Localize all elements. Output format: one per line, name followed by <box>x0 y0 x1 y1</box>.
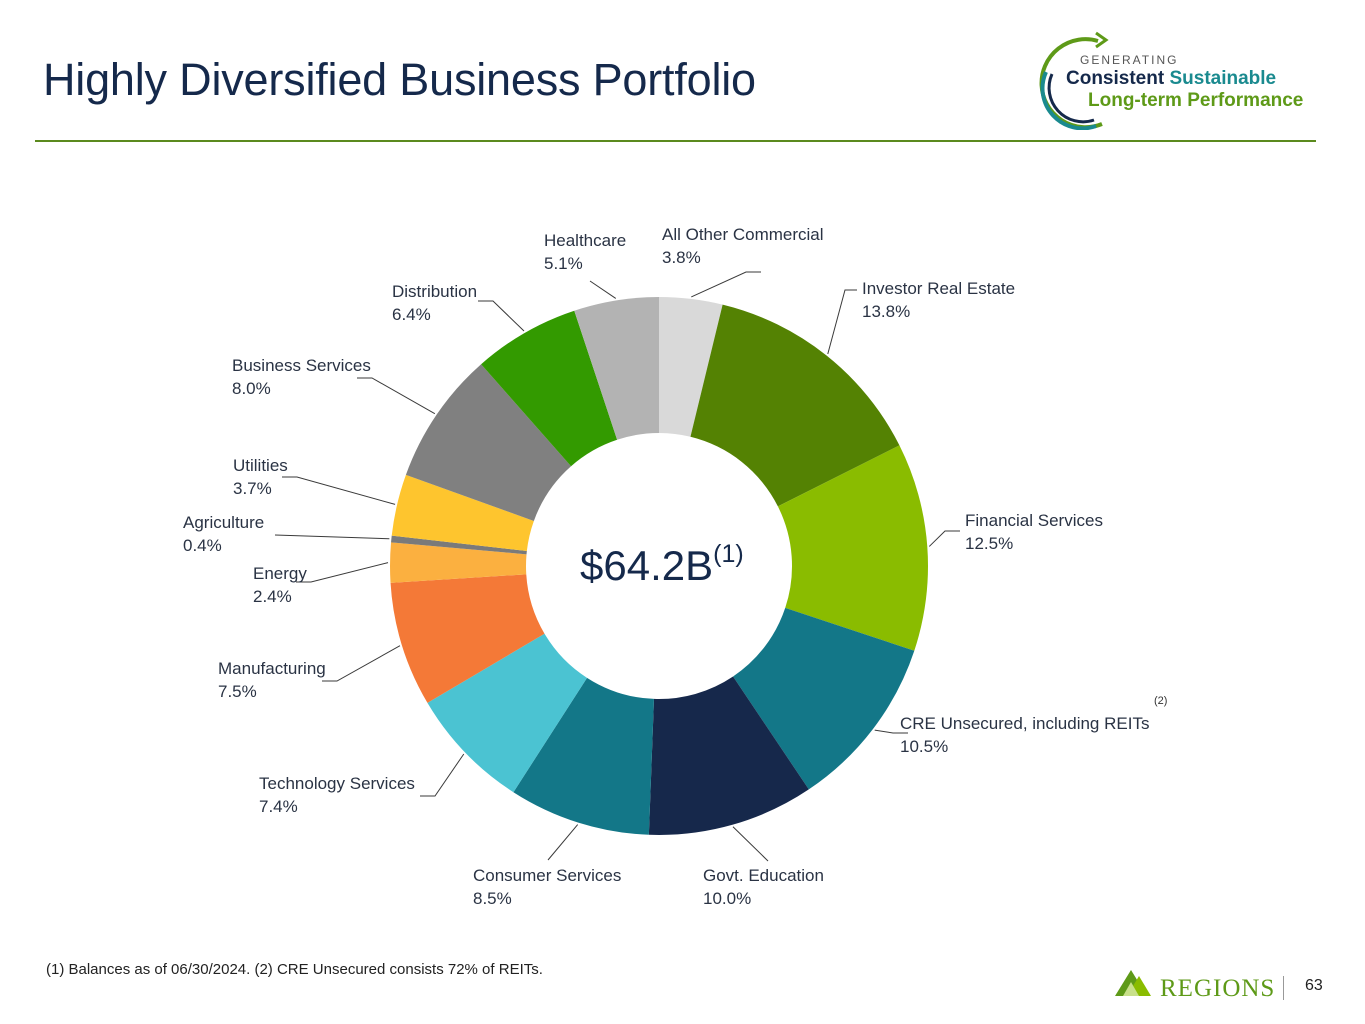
center-footnote-mark: (1) <box>713 540 744 568</box>
donut-slice-energy <box>390 542 527 583</box>
leader-line <box>928 530 960 547</box>
donut-slice-healthcare <box>574 297 659 440</box>
slice-category-label: All Other Commercial <box>662 225 824 244</box>
donut-slice-manufacturing <box>390 574 545 703</box>
slice-value-label: 6.4% <box>392 305 431 324</box>
regions-triangle-logo-icon <box>1115 970 1151 996</box>
slice-category-label: Financial Services <box>965 511 1103 530</box>
leader-line <box>478 300 525 332</box>
slice-value-label: 7.4% <box>259 797 298 816</box>
slice-value-label: 7.5% <box>218 682 257 701</box>
slice-value-label: 12.5% <box>965 534 1013 553</box>
circular-arrow-icon <box>1039 31 1109 130</box>
slice-category-label: Consumer Services <box>473 866 621 885</box>
slice-labels: All Other Commercial 3.8% Investor Real Es… <box>183 225 1149 908</box>
logo-line-2: Long-term Performance <box>1088 90 1304 111</box>
slice-category-label: Healthcare <box>544 231 626 250</box>
slice-value-label: 0.4% <box>183 536 222 555</box>
regions-brand: REGIONS <box>1113 968 1293 1004</box>
logo-word-sustainable: Sustainable <box>1169 68 1277 89</box>
donut-slice-investor-real-estate <box>690 304 900 507</box>
slice-category-label: Manufacturing <box>218 659 326 678</box>
leader-line <box>274 534 390 540</box>
donut-slices <box>390 297 929 835</box>
slice-category-label: Technology Services <box>259 774 415 793</box>
donut-slice-utilities <box>391 474 534 551</box>
leader-line <box>827 289 857 355</box>
slice-category-label: Energy <box>253 564 307 583</box>
slice-value-label: 5.1% <box>544 254 583 273</box>
donut-slice-agriculture <box>391 535 527 555</box>
leader-line <box>874 729 908 734</box>
slice-category-label: Govt. Education <box>703 866 824 885</box>
donut-slice-govt-education <box>648 676 809 835</box>
slice-value-label: 8.0% <box>232 379 271 398</box>
slice-category-label: Business Services <box>232 356 371 375</box>
logo-generating-text: GENERATING <box>1080 53 1179 67</box>
leader-line <box>547 824 579 861</box>
slice-category-label: Agriculture <box>183 513 264 532</box>
donut-slice-all-other-commercial <box>659 297 723 437</box>
leader-line <box>357 377 436 415</box>
slice-category-label: CRE Unsecured, including REITs <box>900 714 1149 733</box>
leader-line <box>691 271 761 298</box>
cre-footnote-mark: (2) <box>1154 695 1167 707</box>
slice-value-label: 3.7% <box>233 479 272 498</box>
leader-line <box>732 826 769 862</box>
brand-divider <box>1283 976 1284 1000</box>
donut-slice-financial-services <box>777 445 929 651</box>
slice-value-label: 10.5% <box>900 737 948 756</box>
donut-slice-consumer-services <box>513 677 654 835</box>
donut-slice-technology-services <box>427 633 588 793</box>
leader-line <box>282 476 396 505</box>
leader-line <box>589 280 617 299</box>
donut-slice-business-services <box>405 364 572 521</box>
donut-center-total: $64.2B(1) <box>580 540 744 589</box>
center-value: $64.2B <box>580 542 713 589</box>
header-divider <box>35 140 1316 142</box>
slice-category-label: Investor Real Estate <box>862 279 1015 298</box>
slice-category-label: Distribution <box>392 282 477 301</box>
leader-line <box>322 645 401 682</box>
logo-line-1: Consistent Sustainable <box>1066 68 1276 90</box>
page-title: Highly Diversified Business Portfolio <box>43 54 756 105</box>
footnote: (1) Balances as of 06/30/2024. (2) CRE U… <box>46 961 543 978</box>
page-number: 63 <box>1305 977 1323 994</box>
slice-value-label: 10.0% <box>703 889 751 908</box>
slice-value-label: 8.5% <box>473 889 512 908</box>
leader-lines <box>274 271 960 862</box>
slice-category-label: Utilities <box>233 456 288 475</box>
slice-value-label: 2.4% <box>253 587 292 606</box>
leader-line <box>420 753 465 797</box>
brand-name: REGIONS <box>1160 975 1276 1002</box>
donut-slice-cre-unsecured-including-reits <box>733 607 915 790</box>
slice-value-label: 13.8% <box>862 302 910 321</box>
logo-word-consistent: Consistent <box>1066 68 1165 89</box>
leader-line <box>296 562 389 583</box>
slice-value-label: 3.8% <box>662 248 701 267</box>
donut-slice-distribution <box>481 310 618 467</box>
generating-performance-logo: GENERATING Consistent Sustainable Long-t… <box>1036 28 1326 130</box>
